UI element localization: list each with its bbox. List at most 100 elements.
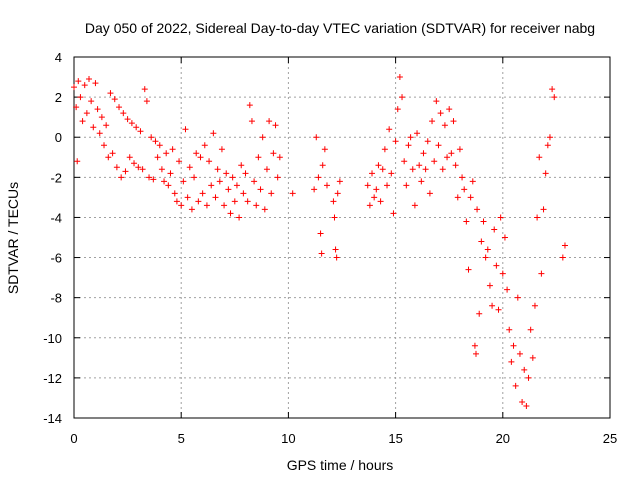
data-point xyxy=(366,202,373,209)
data-point xyxy=(448,150,455,157)
data-point xyxy=(113,164,120,171)
data-point xyxy=(137,128,144,135)
data-point xyxy=(456,146,463,153)
data-point xyxy=(236,214,243,221)
x-tick-label: 20 xyxy=(496,431,510,446)
data-point xyxy=(165,182,172,189)
data-point xyxy=(94,106,101,113)
data-point xyxy=(418,178,425,185)
data-point xyxy=(171,190,178,197)
data-point xyxy=(390,210,397,217)
y-tick-label: -12 xyxy=(43,371,62,386)
data-point xyxy=(450,118,457,125)
y-tick-label: 4 xyxy=(55,50,62,65)
data-point xyxy=(424,138,431,145)
data-point xyxy=(480,218,487,225)
x-tick-label: 5 xyxy=(178,431,185,446)
data-point xyxy=(534,214,541,221)
chart-title: Day 050 of 2022, Sidereal Day-to-day VTE… xyxy=(85,20,595,36)
data-point xyxy=(143,98,150,105)
data-point xyxy=(253,202,260,209)
data-point xyxy=(313,134,320,141)
data-point xyxy=(452,162,459,169)
data-point xyxy=(244,198,251,205)
data-point xyxy=(81,82,88,89)
data-point xyxy=(512,382,519,389)
data-point xyxy=(420,150,427,157)
data-point xyxy=(74,158,81,165)
data-point xyxy=(195,198,202,205)
data-point xyxy=(83,110,90,117)
data-point xyxy=(497,214,504,221)
data-point xyxy=(173,198,180,205)
data-point xyxy=(212,194,219,201)
data-point xyxy=(482,254,489,261)
data-point xyxy=(73,104,80,111)
y-axis-label: SDTVAR / TECUs xyxy=(5,182,21,294)
data-point xyxy=(508,358,515,365)
data-point xyxy=(246,102,253,109)
data-point xyxy=(135,164,142,171)
data-point xyxy=(401,158,408,165)
data-point xyxy=(208,182,215,189)
data-point xyxy=(439,166,446,173)
data-point xyxy=(182,126,189,133)
data-point xyxy=(206,158,213,165)
data-point xyxy=(79,118,86,125)
plot-frame xyxy=(73,56,611,419)
data-point xyxy=(396,74,403,81)
data-point xyxy=(126,154,133,161)
data-point xyxy=(133,124,140,131)
data-point xyxy=(331,214,338,221)
y-tick-label: -8 xyxy=(50,291,62,306)
data-point xyxy=(139,166,146,173)
data-point xyxy=(426,190,433,197)
data-point xyxy=(459,174,466,181)
data-point xyxy=(109,150,116,157)
data-point xyxy=(167,170,174,177)
data-point xyxy=(484,246,491,253)
data-point xyxy=(486,282,493,289)
data-point xyxy=(221,202,228,209)
data-point xyxy=(489,302,496,309)
y-tick-label: -4 xyxy=(50,210,62,225)
data-point xyxy=(197,154,204,161)
data-point xyxy=(403,182,410,189)
data-point xyxy=(276,154,283,161)
data-point xyxy=(411,202,418,209)
data-point xyxy=(156,142,163,149)
data-point xyxy=(454,194,461,201)
data-point xyxy=(120,110,127,117)
data-point xyxy=(317,230,324,237)
x-tick-label: 25 xyxy=(603,431,617,446)
data-points xyxy=(71,74,568,409)
data-point xyxy=(379,166,386,173)
data-point xyxy=(184,194,191,201)
data-point xyxy=(263,166,270,173)
data-point xyxy=(148,134,155,141)
y-tick-label: -10 xyxy=(43,331,62,346)
x-tick-label: 10 xyxy=(281,431,295,446)
data-point xyxy=(270,150,277,157)
data-point xyxy=(158,166,165,173)
data-point xyxy=(332,246,339,253)
data-point xyxy=(88,98,95,105)
data-point xyxy=(229,174,236,181)
data-point xyxy=(493,262,500,269)
data-point xyxy=(101,142,108,149)
data-point xyxy=(240,190,247,197)
data-point xyxy=(238,162,245,169)
data-point xyxy=(163,150,170,157)
data-point xyxy=(521,366,528,373)
data-point xyxy=(474,206,481,213)
data-point xyxy=(77,94,84,101)
data-point xyxy=(429,118,436,125)
data-point xyxy=(371,194,378,201)
data-point xyxy=(495,306,502,313)
x-axis-label: GPS time / hours xyxy=(287,457,394,473)
data-point xyxy=(384,182,391,189)
data-point xyxy=(476,310,483,317)
data-point xyxy=(551,94,558,101)
data-point xyxy=(333,254,340,261)
data-point xyxy=(193,150,200,157)
